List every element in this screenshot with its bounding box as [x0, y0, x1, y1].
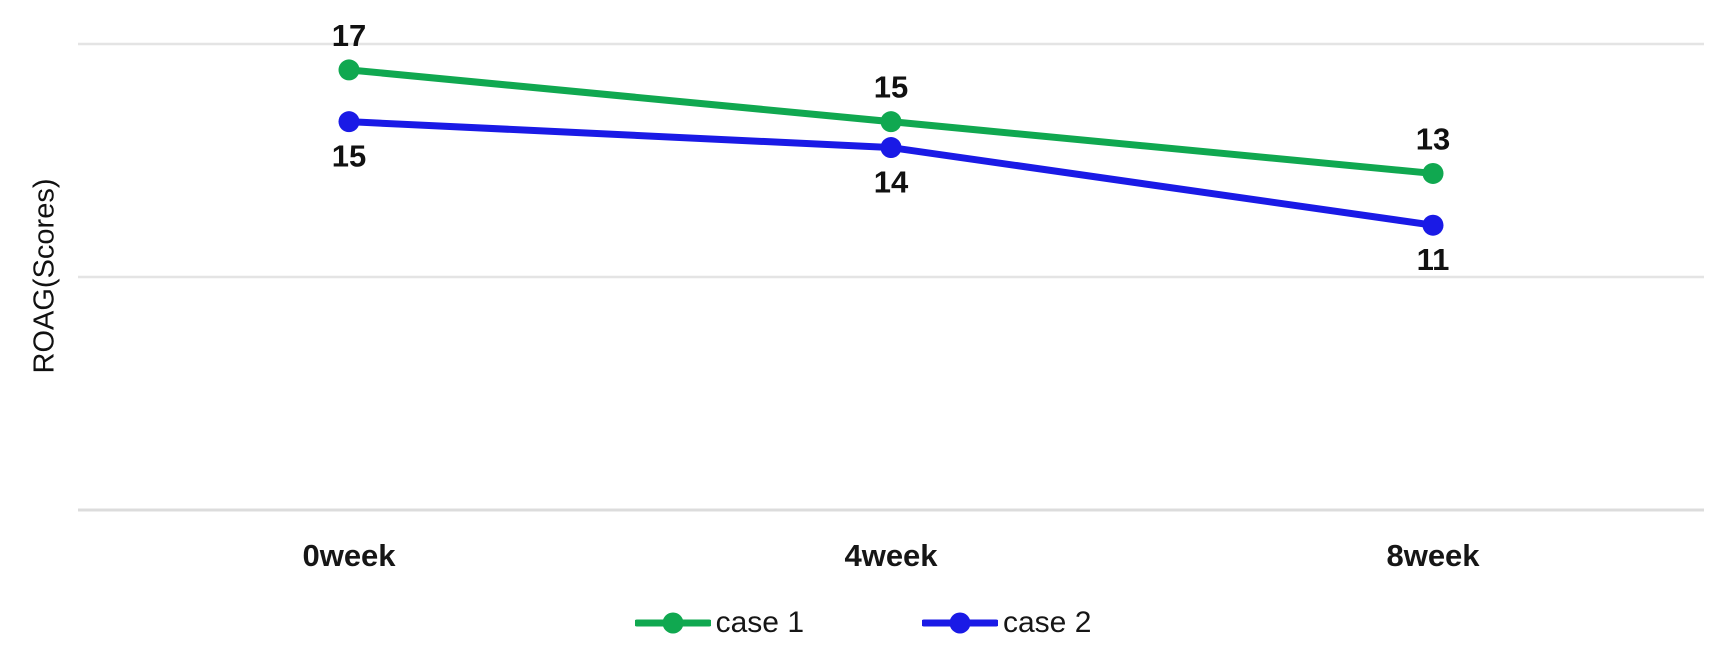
- legend-line-marker-icon: [922, 612, 998, 634]
- legend-label: case 1: [715, 606, 804, 639]
- chart-legend: case 1 case 2: [0, 606, 1726, 640]
- legend-line-marker-icon: [634, 612, 711, 634]
- data-point-case-1: [1422, 162, 1444, 184]
- x-tick-label-4week: 4week: [844, 538, 938, 573]
- data-point-case-2: [338, 111, 360, 133]
- data-label: 14: [874, 165, 909, 200]
- data-label: 11: [1417, 242, 1450, 277]
- data-point-case-1: [880, 111, 902, 133]
- legend-item-case-2: case 2: [922, 606, 1091, 640]
- data-point-case-1: [338, 59, 360, 81]
- data-label: 13: [1416, 121, 1450, 156]
- y-axis-title: ROAG(Scores): [28, 178, 61, 374]
- data-label: 15: [874, 70, 908, 105]
- data-point-case-2: [1422, 214, 1444, 236]
- data-label: 15: [332, 139, 366, 174]
- legend-item-case-1: case 1: [634, 606, 804, 640]
- data-label: 17: [332, 18, 366, 53]
- legend-label: case 2: [1003, 606, 1092, 639]
- x-tick-label-8week: 8week: [1386, 538, 1480, 573]
- x-tick-label-0week: 0week: [302, 538, 396, 573]
- data-point-case-2: [880, 137, 902, 159]
